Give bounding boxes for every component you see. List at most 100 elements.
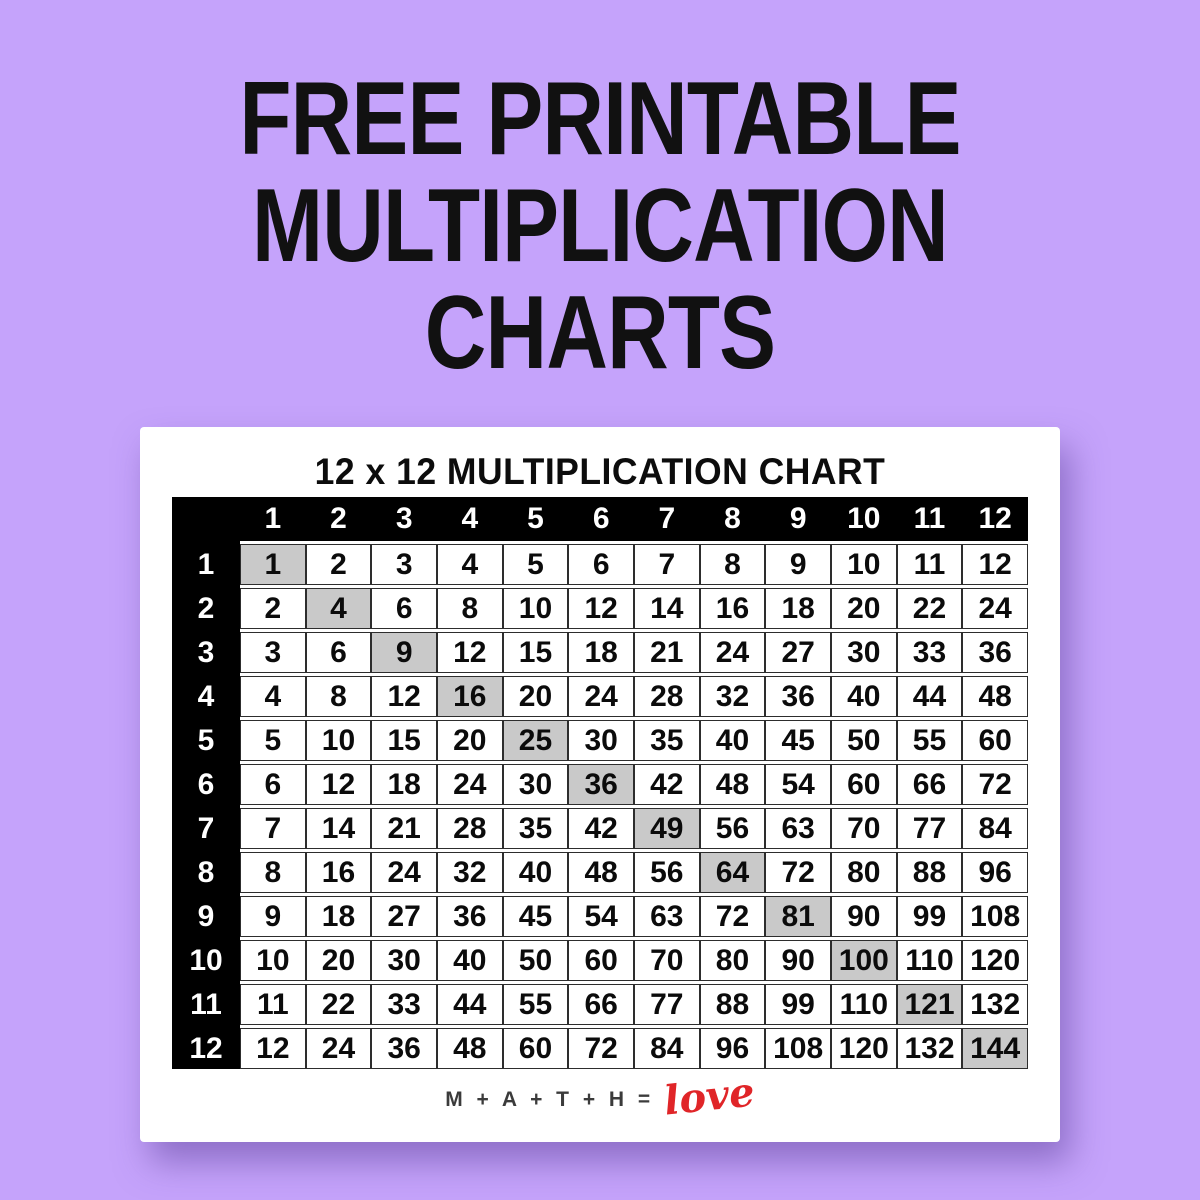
product-cell: 36 xyxy=(962,632,1028,673)
product-cell: 6 xyxy=(240,764,306,805)
brand-math-text: M + A + T + H = xyxy=(445,1088,655,1111)
product-cell: 8 xyxy=(240,852,306,893)
brand-logo: M + A + T + H = love xyxy=(172,1068,1028,1124)
product-cell: 6 xyxy=(305,632,372,673)
row-header: 4 xyxy=(197,679,215,713)
product-cell-square: 1 xyxy=(240,544,306,585)
product-cell: 3 xyxy=(240,632,306,673)
product-cell: 2 xyxy=(305,544,372,585)
product-cell: 24 xyxy=(568,676,634,717)
product-cell: 22 xyxy=(305,984,372,1025)
product-cell: 42 xyxy=(633,764,700,805)
product-cell: 96 xyxy=(699,1028,766,1069)
column-header: 10 xyxy=(830,497,897,541)
product-cell: 60 xyxy=(962,720,1028,761)
product-cell: 24 xyxy=(699,632,766,673)
column-header: 6 xyxy=(568,497,634,541)
product-cell: 50 xyxy=(830,720,897,761)
product-cell: 12 xyxy=(568,588,634,629)
product-cell: 20 xyxy=(305,940,372,981)
product-cell: 10 xyxy=(240,940,306,981)
product-cell: 36 xyxy=(436,896,503,937)
product-cell: 16 xyxy=(699,588,766,629)
column-header: 3 xyxy=(371,497,437,541)
product-cell: 44 xyxy=(436,984,503,1025)
product-cell: 108 xyxy=(765,1028,831,1069)
product-cell: 15 xyxy=(502,632,569,673)
row-header-black-strip xyxy=(172,497,240,1069)
product-cell: 27 xyxy=(371,896,437,937)
page-title-line-3: CHARTS xyxy=(424,275,776,391)
product-cell: 30 xyxy=(502,764,569,805)
product-cell: 14 xyxy=(305,808,372,849)
product-cell: 18 xyxy=(568,632,634,673)
product-cell: 48 xyxy=(699,764,766,805)
product-cell: 88 xyxy=(896,852,963,893)
product-cell: 35 xyxy=(633,720,700,761)
product-cell: 28 xyxy=(436,808,503,849)
product-cell: 60 xyxy=(568,940,634,981)
product-cell: 30 xyxy=(830,632,897,673)
product-cell: 80 xyxy=(699,940,766,981)
page-title-line-2: MULTIPLICATION xyxy=(252,168,949,284)
product-cell: 56 xyxy=(699,808,766,849)
column-header: 8 xyxy=(699,497,766,541)
product-cell: 88 xyxy=(699,984,766,1025)
row-header: 1 xyxy=(197,547,215,581)
product-cell: 72 xyxy=(962,764,1028,805)
row-header: 5 xyxy=(197,723,215,757)
product-cell: 90 xyxy=(830,896,897,937)
product-cell: 45 xyxy=(502,896,569,937)
product-cell: 84 xyxy=(633,1028,700,1069)
corner-cell xyxy=(172,497,240,541)
product-cell: 40 xyxy=(502,852,569,893)
row-header: 12 xyxy=(189,1031,223,1065)
product-cell: 5 xyxy=(240,720,306,761)
product-cell: 63 xyxy=(633,896,700,937)
product-cell: 48 xyxy=(568,852,634,893)
product-cell: 12 xyxy=(962,544,1028,585)
row-header: 2 xyxy=(197,591,215,625)
product-cell-square: 121 xyxy=(896,984,963,1025)
product-cell: 54 xyxy=(568,896,634,937)
column-header: 9 xyxy=(765,497,831,541)
product-cell: 42 xyxy=(568,808,634,849)
product-cell: 30 xyxy=(568,720,634,761)
product-cell: 18 xyxy=(305,896,372,937)
product-cell: 12 xyxy=(371,676,437,717)
row-header: 3 xyxy=(197,635,215,669)
product-cell: 15 xyxy=(371,720,437,761)
product-cell-square: 36 xyxy=(568,764,634,805)
row-header: 6 xyxy=(197,767,215,801)
product-cell: 2 xyxy=(240,588,306,629)
product-cell: 32 xyxy=(699,676,766,717)
product-cell: 132 xyxy=(962,984,1028,1025)
product-cell: 56 xyxy=(633,852,700,893)
column-header: 4 xyxy=(436,497,503,541)
product-cell: 4 xyxy=(240,676,306,717)
chart-title: 12 x 12 MULTIPLICATION CHART xyxy=(314,451,886,492)
product-cell: 72 xyxy=(699,896,766,937)
product-cell: 24 xyxy=(371,852,437,893)
product-cell: 30 xyxy=(371,940,437,981)
product-cell: 10 xyxy=(830,544,897,585)
product-cell-square: 9 xyxy=(371,632,437,673)
product-cell-square: 25 xyxy=(502,720,569,761)
product-cell-square: 100 xyxy=(830,940,897,981)
page-title: FREE PRINTABLE MULTIPLICATION CHARTS xyxy=(108,66,1092,387)
product-cell: 10 xyxy=(502,588,569,629)
product-cell: 12 xyxy=(436,632,503,673)
product-cell: 22 xyxy=(896,588,963,629)
product-cell-square: 4 xyxy=(305,588,372,629)
product-cell: 84 xyxy=(962,808,1028,849)
product-cell: 40 xyxy=(436,940,503,981)
product-cell: 4 xyxy=(436,544,503,585)
product-cell: 110 xyxy=(896,940,963,981)
product-cell: 9 xyxy=(240,896,306,937)
row-header: 10 xyxy=(189,943,223,977)
product-cell: 14 xyxy=(633,588,700,629)
product-cell: 72 xyxy=(765,852,831,893)
product-cell-square: 49 xyxy=(633,808,700,849)
product-cell: 24 xyxy=(962,588,1028,629)
product-cell: 21 xyxy=(633,632,700,673)
